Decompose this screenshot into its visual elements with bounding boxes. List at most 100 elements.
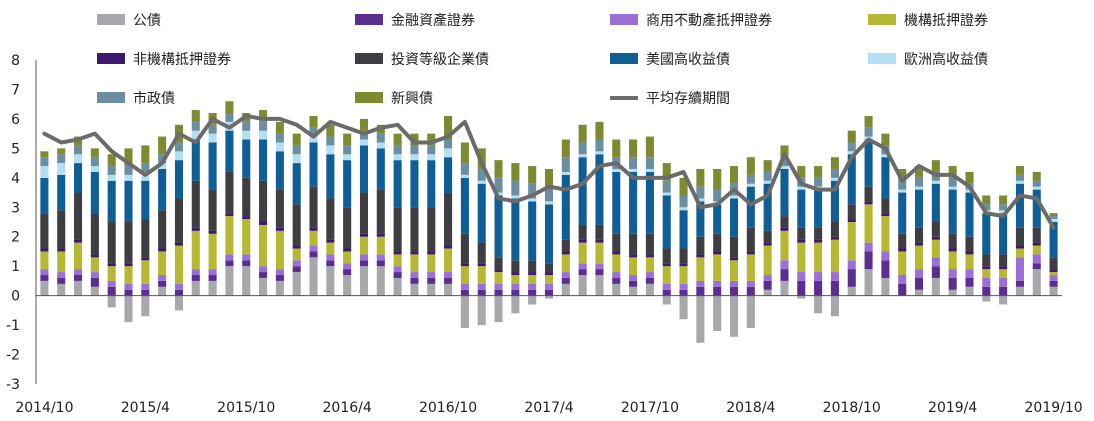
bar-segment: [40, 248, 49, 252]
bar-segment: [746, 174, 755, 184]
bar-segment: [444, 277, 453, 284]
bar-segment: [343, 251, 352, 264]
bar-segment: [915, 227, 924, 243]
bar-segment: [208, 189, 217, 231]
bar-segment: [74, 242, 83, 270]
bar-segment: [544, 168, 554, 187]
bar-segment: [1032, 245, 1041, 255]
bar-segment: [528, 272, 537, 276]
bar-segment: [595, 139, 604, 152]
bar-segment: [124, 180, 133, 222]
bar-segment: [460, 163, 469, 175]
bar-segment: [460, 295, 469, 329]
bar-segment: [645, 171, 654, 234]
bar-segment: [780, 145, 789, 158]
bar-segment: [713, 189, 722, 202]
bar-segment: [90, 272, 99, 278]
bar-segment: [107, 222, 116, 264]
bar-segment: [679, 210, 688, 249]
bar-segment: [915, 189, 924, 228]
bar-segment: [713, 254, 722, 281]
bar-segment: [393, 277, 402, 296]
y-tick-label: 1: [11, 259, 20, 275]
bar-segment: [528, 260, 537, 273]
bar-segment: [494, 257, 503, 270]
bar-segment: [1015, 245, 1024, 249]
legend-swatch: [610, 14, 638, 25]
bar-segment: [1032, 269, 1041, 296]
bar-segment: [511, 163, 520, 181]
bar-segment: [662, 283, 671, 290]
bar-segment: [948, 248, 957, 252]
bar-segment: [1032, 180, 1041, 187]
bar-segment: [292, 154, 301, 164]
bar-segment: [898, 192, 907, 234]
bar-segment: [343, 154, 352, 161]
bar-segment: [141, 260, 150, 284]
bar-segment: [528, 289, 537, 296]
bar-segment: [679, 266, 688, 284]
bar-segment: [393, 133, 402, 146]
bar-segment: [931, 257, 940, 267]
bar-segment: [982, 295, 991, 302]
bar-segment: [696, 286, 705, 296]
bar-segment: [259, 222, 268, 225]
bar-segment: [931, 160, 940, 172]
bar-segment: [847, 269, 856, 287]
bar-segment: [57, 272, 66, 278]
bar-segment: [679, 289, 688, 296]
bar-segment: [797, 166, 806, 178]
bar-segment: [477, 242, 486, 264]
bar-segment: [393, 207, 402, 252]
bar-segment: [679, 177, 688, 196]
bar-segment: [57, 154, 66, 164]
bar-segment: [208, 124, 217, 134]
bar-segment: [679, 195, 688, 208]
bar-segment: [90, 257, 99, 273]
bar-segment: [343, 133, 352, 146]
bar-segment: [275, 269, 284, 276]
bar-segment: [174, 198, 183, 243]
bar-segment: [948, 233, 957, 249]
bar-segment: [124, 263, 133, 267]
legend-swatch: [868, 53, 896, 64]
bar-segment: [460, 289, 469, 296]
bar-segment: [158, 251, 167, 276]
bar-segment: [90, 286, 99, 296]
y-tick-label: -1: [6, 318, 20, 334]
bar-segment: [544, 272, 554, 276]
bar-segment: [225, 216, 234, 255]
bar-segment: [965, 269, 974, 278]
bar-segment: [999, 254, 1008, 267]
bar-segment: [107, 286, 116, 296]
bar-segment: [898, 275, 907, 284]
bar-segment: [225, 113, 234, 122]
bar-segment: [713, 280, 722, 287]
bar-segment: [544, 204, 554, 264]
bar-segment: [763, 289, 772, 296]
bar-segment: [982, 213, 991, 255]
bar-segment: [612, 272, 621, 278]
bar-segment: [90, 166, 99, 172]
bar-segment: [713, 168, 722, 190]
bar-segment: [948, 289, 957, 296]
bar-segment: [830, 295, 839, 317]
legend-label: 公債: [133, 13, 161, 29]
bar-segment: [376, 189, 385, 234]
bar-segment: [158, 168, 167, 211]
legend-label: 商用不動產抵押證券: [646, 12, 772, 29]
bar-segment: [1049, 222, 1058, 258]
bar-segment: [763, 242, 772, 246]
bar-segment: [40, 280, 49, 296]
x-tick-label: 2016/4: [323, 400, 372, 416]
bar-segment: [528, 201, 537, 261]
bar-segment: [612, 168, 621, 172]
bar-segment: [948, 189, 957, 234]
bar-segment: [460, 177, 469, 234]
bar-segment: [511, 295, 520, 314]
bar-segment: [343, 269, 352, 276]
bar-segment: [40, 157, 49, 167]
bar-segment: [511, 275, 520, 284]
bar-segment: [662, 266, 671, 284]
